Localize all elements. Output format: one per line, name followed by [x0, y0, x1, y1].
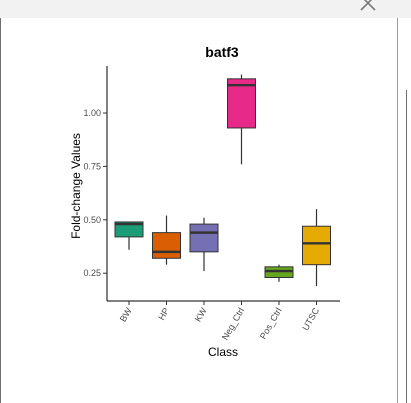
box-utsc [302, 209, 331, 287]
y-tick-label: 1.00 [83, 108, 101, 118]
x-tick-label: KW [193, 306, 209, 324]
y-tick-label: 0.25 [83, 268, 101, 278]
box-body [152, 232, 181, 259]
x-tick-label: BW [118, 306, 134, 324]
boxes-group [114, 74, 331, 287]
scrollbar-track[interactable] [406, 90, 407, 403]
box-body [189, 223, 219, 253]
box-kw [189, 217, 219, 272]
x-axis-title: Class [208, 345, 238, 359]
y-tick-label: 0.50 [83, 215, 101, 225]
box-neg-ctrl [227, 74, 256, 165]
x-tick-label: Neg_Ctrl [220, 306, 246, 342]
box-body [114, 221, 144, 238]
x-tick-label: Pos_Ctrl [258, 306, 284, 341]
box-pos-ctrl [264, 264, 294, 282]
box-body [302, 225, 331, 266]
box-bw [114, 221, 144, 250]
close-icon[interactable] [357, 0, 379, 14]
window-left-border [0, 18, 1, 403]
window-top-bar [0, 0, 411, 18]
x-axis: BW HP KW Neg_Ctrl Pos_Ctrl UTSC [107, 300, 340, 342]
y-tick-label: 0.75 [83, 161, 101, 171]
y-axis-title: Fold-change Values [69, 133, 83, 239]
box-body [227, 78, 256, 129]
y-axis: 0.25 0.50 0.75 1.00 [83, 66, 108, 301]
x-tick-label: HP [156, 306, 171, 322]
x-tick-label: UTSC [300, 306, 321, 333]
chart-title: batf3 [205, 44, 239, 60]
box-hp [152, 215, 181, 265]
plot-panel [1, 18, 397, 403]
window-right-border [397, 18, 411, 403]
